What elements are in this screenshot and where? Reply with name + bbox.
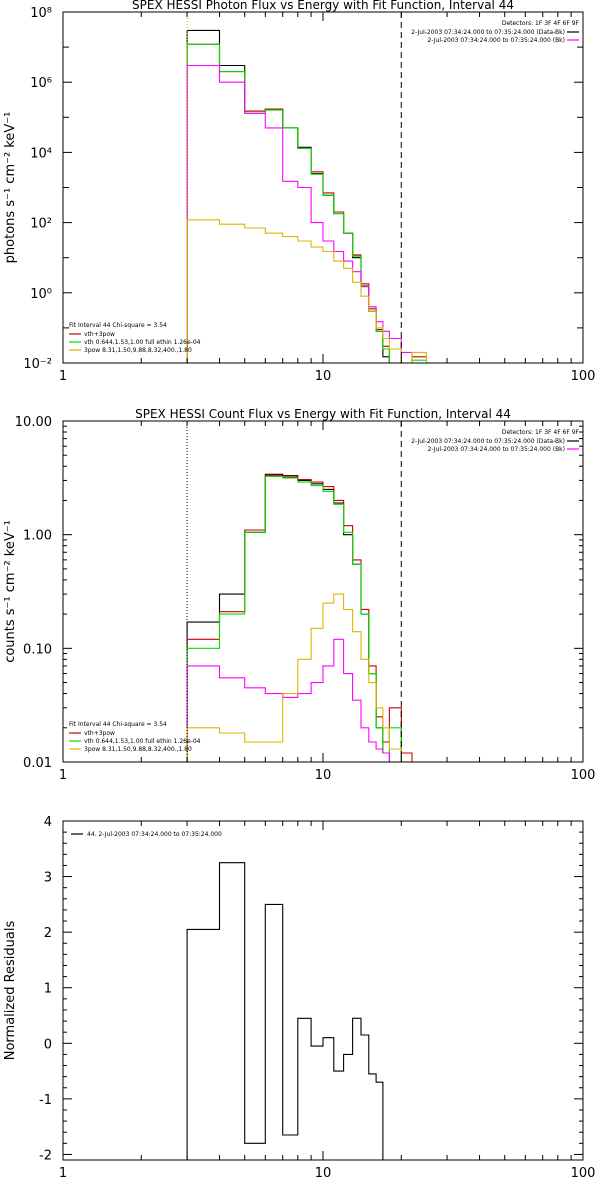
plot-frame bbox=[62, 420, 584, 763]
x-tick-label: 100 bbox=[571, 369, 596, 384]
series-line-5 bbox=[186, 593, 402, 762]
y-tick-label: 10² bbox=[30, 217, 52, 232]
x-tick-label: 10 bbox=[315, 768, 332, 783]
series-line-1 bbox=[186, 862, 402, 1160]
chart-title: SPEX HESSI Photon Flux vs Energy with Fi… bbox=[132, 0, 514, 12]
series-line-5 bbox=[186, 219, 440, 363]
y-tick-label: 4 bbox=[44, 815, 52, 830]
y-tick-label: 0 bbox=[44, 1037, 52, 1052]
series-line-4 bbox=[186, 64, 413, 363]
fit-legend-label: 3pow 8.31,1.50,9.88,8.32,400.,1.80 bbox=[84, 746, 192, 753]
chart-title: SPEX HESSI Count Flux vs Energy with Fit… bbox=[135, 407, 511, 421]
chart-panel-2: SPEX HESSI Count Flux vs Energy with Fit… bbox=[3, 407, 595, 783]
y-tick-label: 1 bbox=[44, 982, 52, 997]
x-tick-label: 1 bbox=[59, 1166, 67, 1181]
fit-legend-label: vth+3pow bbox=[84, 730, 115, 737]
fit-legend-label: 3pow 8.31,1.50,9.88,8.32,400.,1.80 bbox=[84, 347, 192, 354]
y-tick-label: 10⁸ bbox=[30, 6, 52, 21]
residual-legend-label: 44. 2-Jul-2003 07:34:24.000 to 07:35:24.… bbox=[87, 831, 222, 838]
y-tick-label: 10.00 bbox=[15, 415, 52, 430]
fit-legend-header: Fit Interval 44 Chi-square = 3.54 bbox=[69, 322, 167, 329]
series-line-3 bbox=[186, 475, 402, 762]
y-tick-label: 10⁴ bbox=[30, 146, 52, 161]
x-tick-label: 1 bbox=[59, 369, 67, 384]
y-tick-label: -1 bbox=[39, 1093, 52, 1108]
y-axis-label: photons s⁻¹ cm⁻² keV⁻¹ bbox=[3, 112, 18, 264]
series-line-2 bbox=[186, 475, 413, 762]
chart-panel-3: Normalized Residuals 1 10 100 -2 -1 0 1 2 3 4 44. 2… bbox=[3, 815, 595, 1181]
x-tick-label: 1 bbox=[59, 768, 67, 783]
x-tick-label: 10 bbox=[315, 369, 332, 384]
fit-legend-label: vth+3pow bbox=[84, 331, 115, 338]
y-axis-label: counts s⁻¹ cm⁻² keV⁻¹ bbox=[3, 520, 18, 663]
y-tick-label: 10⁻² bbox=[23, 357, 52, 372]
chart-panel-1: SPEX HESSI Photon Flux vs Energy with Fi… bbox=[3, 0, 595, 384]
x-tick-label: 10 bbox=[315, 1166, 332, 1181]
series-line-4 bbox=[186, 638, 402, 762]
fit-legend-header: Fit Interval 44 Chi-square = 3.54 bbox=[69, 721, 167, 728]
y-tick-label: 0.01 bbox=[23, 756, 52, 771]
fit-legend-label: vth 0.644,1.53,1.00 full ethin 1.26e-04 bbox=[84, 738, 201, 745]
y-tick-label: 2 bbox=[44, 926, 52, 941]
y-tick-label: -2 bbox=[39, 1148, 52, 1163]
x-tick-label: 100 bbox=[571, 768, 596, 783]
legend-entry-label: 2-Jul-2003 07:34:24.000 to 07:35:24.000 … bbox=[427, 446, 565, 453]
fit-legend-label: vth 0.644,1.53,1.00 full ethin 1.26e-04 bbox=[84, 339, 201, 346]
legend-header: Detectors: 1F 3F 4F 6F 9F bbox=[502, 20, 580, 27]
y-tick-label: 3 bbox=[44, 871, 52, 886]
legend-entry-label: 2-Jul-2003 07:34:24.000 to 07:35:24.000 … bbox=[411, 438, 565, 445]
y-tick-label: 10⁰ bbox=[30, 287, 52, 302]
legend-entry-label: 2-Jul-2003 07:34:24.000 to 07:35:24.000 … bbox=[427, 37, 565, 44]
plot-frame bbox=[62, 820, 584, 1161]
x-tick-label: 100 bbox=[571, 1166, 596, 1181]
legend-entry-label: 2-Jul-2003 07:34:24.000 to 07:35:24.000 … bbox=[411, 29, 565, 36]
y-axis-label: Normalized Residuals bbox=[3, 921, 18, 1061]
y-tick-label: 10⁶ bbox=[30, 76, 52, 91]
y-tick-label: 1.00 bbox=[23, 529, 52, 544]
y-tick-label: 0.10 bbox=[23, 642, 52, 657]
legend-header: Detectors: 1F 3F 4F 6F 9F bbox=[502, 429, 580, 436]
